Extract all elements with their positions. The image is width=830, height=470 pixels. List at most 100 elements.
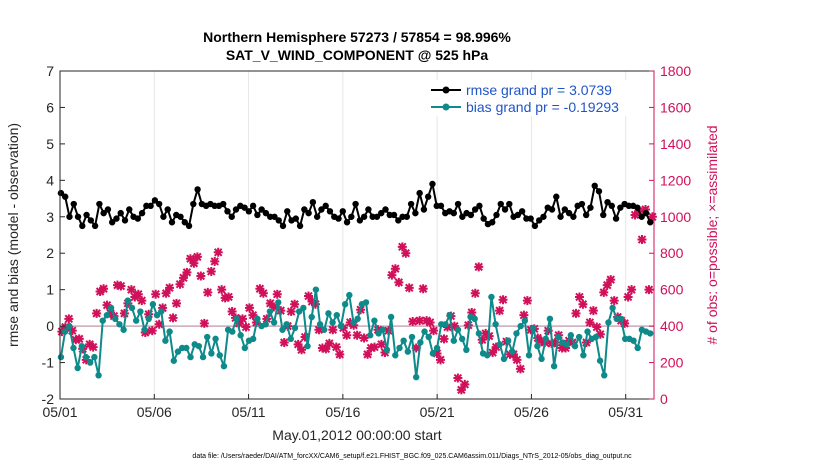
rmse-point xyxy=(518,208,526,215)
rmse-point xyxy=(168,219,176,226)
rmse-point xyxy=(91,222,99,230)
bias-point xyxy=(387,313,395,321)
bias-point xyxy=(341,301,349,308)
bias-point xyxy=(454,326,462,333)
bias-point xyxy=(78,342,86,350)
obs-assimilated-point xyxy=(158,303,168,313)
obs-assimilated-point xyxy=(328,325,338,335)
rmse-point xyxy=(117,209,124,217)
rmse-point xyxy=(424,193,432,200)
obs-assimilated-point xyxy=(74,334,84,344)
obs-assimilated-point xyxy=(248,310,258,320)
rmse-point xyxy=(506,200,513,208)
bias-point xyxy=(99,317,106,324)
obs-assimilated-point xyxy=(644,285,654,295)
rmse-point xyxy=(87,217,95,224)
bias-point xyxy=(74,364,81,372)
bias-point xyxy=(241,344,249,352)
bias-point xyxy=(120,326,127,333)
obs-assimilated-point xyxy=(390,264,400,274)
obs-assimilated-point xyxy=(595,329,605,339)
x-tick-label: 05/01 xyxy=(42,404,77,420)
obs-assimilated-point xyxy=(258,288,268,298)
obs-assimilated-point xyxy=(602,280,612,290)
rmse-point xyxy=(83,211,90,219)
obs-assimilated-point xyxy=(206,266,216,276)
obs-assimilated-point xyxy=(314,325,324,335)
bias-point xyxy=(442,321,449,328)
bias-point xyxy=(291,324,299,332)
bias-point xyxy=(475,330,483,337)
rmse-point xyxy=(190,200,197,208)
rmse-point xyxy=(70,200,77,208)
x-tick-label: 05/06 xyxy=(137,404,172,420)
bias-point xyxy=(550,363,558,370)
bias-point xyxy=(412,373,420,381)
bias-point xyxy=(124,297,132,304)
obs-assimilated-point xyxy=(463,320,473,330)
rmse-point xyxy=(608,202,615,210)
right-tick-label: 1000 xyxy=(660,209,691,225)
bias-point xyxy=(57,353,65,361)
rmse-point xyxy=(429,180,436,188)
bias-point xyxy=(425,333,432,341)
rmse-point xyxy=(548,206,556,213)
rmse-point xyxy=(309,199,317,206)
obs-assimilated-point xyxy=(418,284,428,294)
rmse-point xyxy=(565,209,573,217)
bias-point xyxy=(166,328,173,335)
obs-assimilated-point xyxy=(238,314,248,324)
rmse-point xyxy=(348,213,355,220)
rmse-point xyxy=(113,215,120,222)
bias-point xyxy=(208,350,215,357)
obs-assimilated-point xyxy=(210,256,220,266)
obs-assimilated-point xyxy=(630,210,640,220)
bias-point xyxy=(584,328,591,335)
rmse-point xyxy=(181,219,188,226)
bias-point xyxy=(609,304,616,312)
rmse-point xyxy=(232,206,240,213)
obs-assimilated-point xyxy=(244,303,254,313)
bias-point xyxy=(634,344,641,352)
obs-assimilated-point xyxy=(592,322,602,332)
obs-assimilated-point xyxy=(99,284,109,294)
bias-point xyxy=(513,330,520,337)
bias-point xyxy=(596,357,604,364)
rmse-point xyxy=(647,219,654,226)
right-tick-label: 1800 xyxy=(660,63,691,79)
obs-assimilated-point xyxy=(599,287,609,297)
bias-point xyxy=(195,342,203,350)
x-tick-label: 05/16 xyxy=(325,404,360,420)
rmse-point xyxy=(407,200,415,208)
obs-assimilated-point xyxy=(196,271,206,281)
bias-point xyxy=(617,315,625,323)
right-axis-ticks: 0 200 400 600 800 1000 1200 1400 1600 1800 xyxy=(649,63,691,407)
rmse-point xyxy=(527,215,534,222)
bias-point xyxy=(70,344,77,352)
legend-bias-marker xyxy=(442,103,450,111)
obs-assimilated-point xyxy=(425,317,435,327)
right-tick-label: 1600 xyxy=(660,99,691,115)
obs-assimilated-point xyxy=(432,348,442,358)
rmse-point xyxy=(284,208,291,215)
obs-assimilated-point xyxy=(498,295,508,305)
bias-point xyxy=(379,326,386,333)
bias-point xyxy=(337,322,345,330)
obs-assimilated-point xyxy=(331,342,341,352)
obs-assimilated-point xyxy=(491,342,501,352)
left-tick-label: 0 xyxy=(46,318,54,334)
bias-point xyxy=(212,335,219,343)
bias-point xyxy=(116,321,123,328)
bias-point xyxy=(279,326,286,333)
rmse-point xyxy=(352,200,359,208)
obs-assimilated-point xyxy=(151,289,161,299)
obs-assimilated-point xyxy=(213,247,223,257)
bias-point xyxy=(270,319,278,326)
y-axis-label-right: # of obs: o=possible; ×=assimilated xyxy=(704,125,720,344)
bias-point xyxy=(521,317,529,324)
rmse-point xyxy=(313,213,321,220)
bias-point xyxy=(237,332,244,339)
rmse-point xyxy=(108,219,116,226)
rmse-point xyxy=(395,217,402,224)
rmse-point xyxy=(365,206,372,213)
